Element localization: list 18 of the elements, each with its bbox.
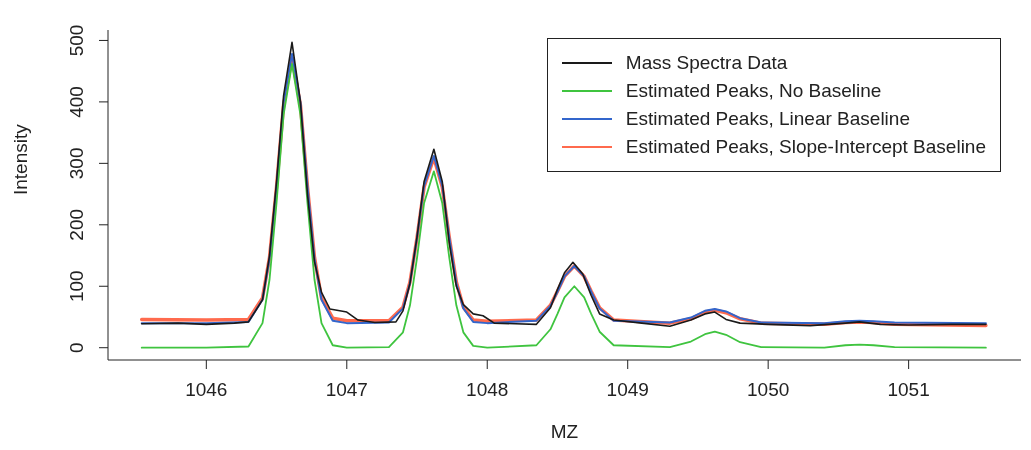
legend-label: Estimated Peaks, No Baseline: [625, 80, 882, 102]
y-tick-label: 100: [66, 270, 87, 303]
legend-label: Estimated Peaks, Slope-Intercept Baseline: [625, 136, 986, 158]
y-tick-label: 400: [66, 86, 87, 118]
x-axis-title: MZ: [550, 421, 579, 442]
x-tick-label: 1049: [606, 379, 649, 401]
y-axis-title: Intensity: [9, 123, 31, 195]
x-tick-label: 1050: [747, 379, 790, 401]
y-tick-label: 500: [66, 24, 87, 57]
x-tick-label: 1047: [325, 379, 368, 401]
y-tick-label: 200: [66, 208, 87, 241]
legend-label: Estimated Peaks, Linear Baseline: [625, 108, 910, 130]
legend-label: Mass Spectra Data: [625, 52, 788, 74]
x-tick-label: 1048: [466, 379, 509, 401]
x-tick-label: 1046: [185, 379, 228, 401]
x-tick-label: 1051: [887, 379, 930, 401]
y-tick-label: 300: [66, 147, 87, 180]
y-tick-label: 0: [66, 342, 87, 353]
